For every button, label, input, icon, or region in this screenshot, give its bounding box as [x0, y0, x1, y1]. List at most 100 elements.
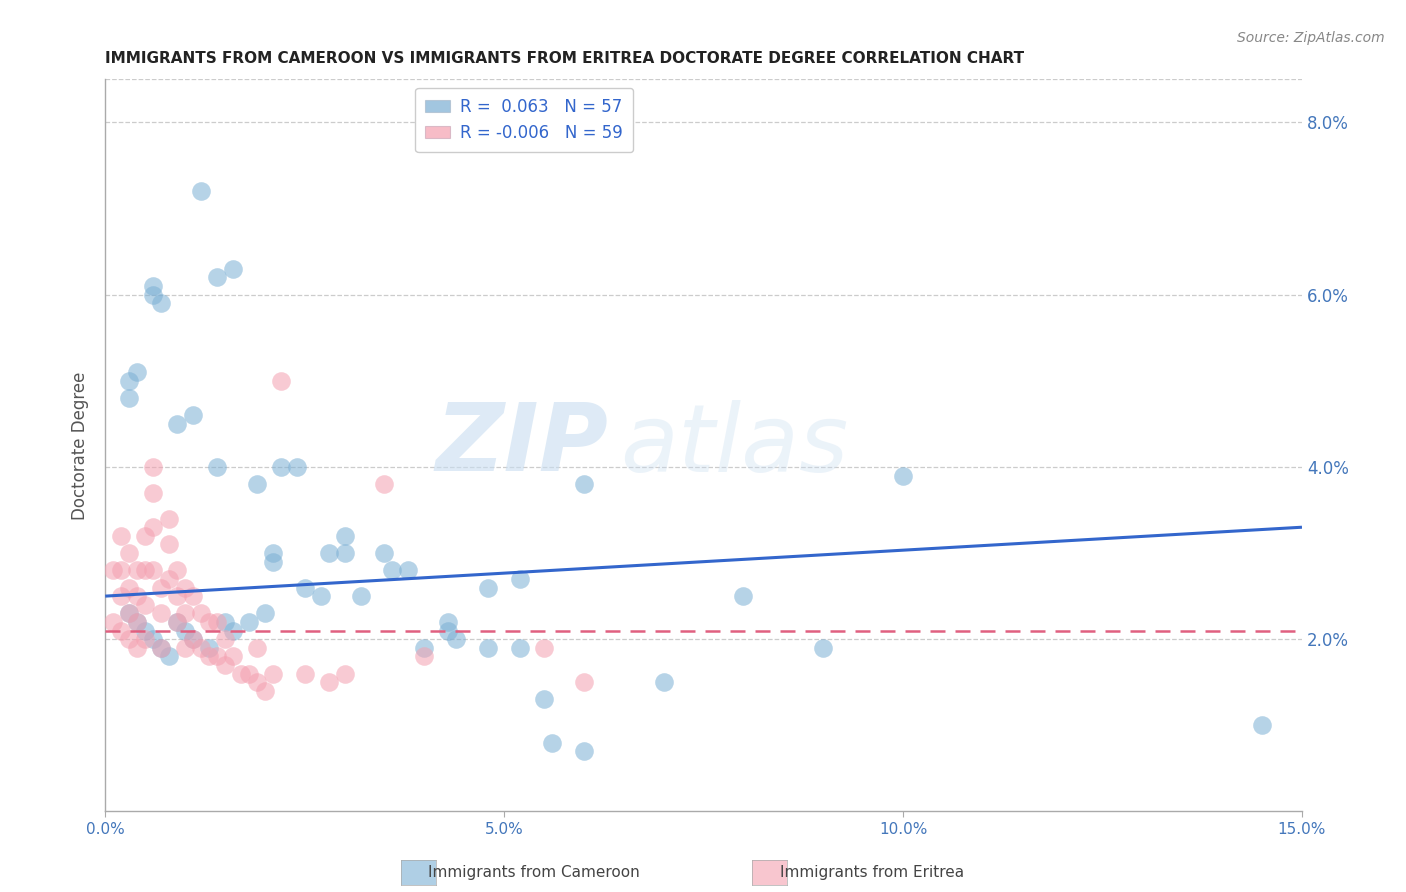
Point [652, 675, 675, 690]
Point [190, 607, 212, 621]
Point [142, 485, 165, 500]
Point [533, 692, 555, 706]
Point [222, 624, 245, 638]
Point [190, 640, 212, 655]
Point [333, 529, 356, 543]
Point [533, 640, 555, 655]
Point [437, 624, 460, 638]
Point [166, 417, 188, 431]
Point [270, 374, 292, 388]
Point [509, 572, 531, 586]
Point [150, 581, 173, 595]
Point [127, 615, 149, 629]
Point [437, 615, 460, 629]
Point [134, 598, 156, 612]
Point [381, 563, 404, 577]
Point [294, 666, 316, 681]
Point [205, 459, 228, 474]
Point [166, 563, 188, 577]
Point [142, 459, 165, 474]
Point [103, 563, 125, 577]
Point [214, 615, 236, 629]
Point [118, 581, 141, 595]
Point [891, 468, 914, 483]
Point [541, 735, 564, 749]
Point [127, 365, 149, 379]
Point [572, 744, 595, 758]
Point [318, 675, 340, 690]
Point [446, 632, 468, 647]
Point [253, 684, 276, 698]
Point [413, 640, 436, 655]
Point [477, 581, 499, 595]
Point [110, 563, 132, 577]
Point [150, 296, 173, 310]
Point [205, 270, 228, 285]
Point [572, 477, 595, 491]
Point [174, 607, 197, 621]
Point [103, 615, 125, 629]
Point [572, 675, 595, 690]
Point [118, 607, 141, 621]
Point [142, 563, 165, 577]
Point [166, 615, 188, 629]
Point [270, 459, 292, 474]
Point [229, 666, 252, 681]
Point [118, 391, 141, 405]
Point [198, 615, 221, 629]
Point [246, 477, 269, 491]
Point [813, 640, 835, 655]
Point [157, 537, 180, 551]
Point [181, 589, 204, 603]
Point [118, 546, 141, 560]
Point [110, 624, 132, 638]
Point [318, 546, 340, 560]
Point [205, 649, 228, 664]
Point [222, 261, 245, 276]
Point [181, 632, 204, 647]
Point [238, 615, 260, 629]
Text: IMMIGRANTS FROM CAMEROON VS IMMIGRANTS FROM ERITREA DOCTORATE DEGREE CORRELATION: IMMIGRANTS FROM CAMEROON VS IMMIGRANTS F… [105, 51, 1025, 66]
Text: Immigrants from Cameroon: Immigrants from Cameroon [429, 865, 640, 880]
Point [127, 615, 149, 629]
Point [333, 666, 356, 681]
Point [110, 589, 132, 603]
Point [166, 589, 188, 603]
Point [157, 572, 180, 586]
Point [262, 666, 284, 681]
Point [142, 279, 165, 293]
Point [157, 511, 180, 525]
Point [134, 624, 156, 638]
Point [174, 581, 197, 595]
Text: Immigrants from Eritrea: Immigrants from Eritrea [780, 865, 963, 880]
Point [413, 649, 436, 664]
Point [294, 581, 316, 595]
Point [142, 632, 165, 647]
Point [373, 477, 395, 491]
Point [134, 529, 156, 543]
Point [1251, 718, 1274, 732]
Point [134, 563, 156, 577]
Point [150, 640, 173, 655]
Point [253, 607, 276, 621]
Point [181, 409, 204, 423]
Point [127, 563, 149, 577]
Point [222, 649, 245, 664]
Point [157, 649, 180, 664]
Point [509, 640, 531, 655]
Point [134, 632, 156, 647]
Point [477, 640, 499, 655]
Point [118, 374, 141, 388]
Point [205, 615, 228, 629]
Text: ZIP: ZIP [434, 400, 607, 491]
Point [262, 546, 284, 560]
Point [396, 563, 419, 577]
Point [150, 640, 173, 655]
Point [238, 666, 260, 681]
Point [127, 640, 149, 655]
Point [285, 459, 308, 474]
Point [118, 607, 141, 621]
Point [174, 624, 197, 638]
Point [373, 546, 395, 560]
Point [110, 529, 132, 543]
